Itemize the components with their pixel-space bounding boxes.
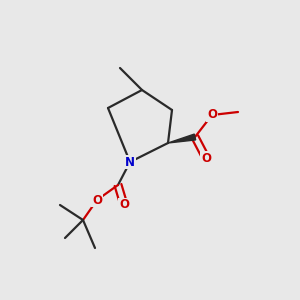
Text: N: N [125, 155, 135, 169]
Text: O: O [119, 199, 129, 212]
Text: O: O [201, 152, 211, 164]
Polygon shape [168, 134, 196, 143]
Text: O: O [207, 109, 217, 122]
Text: O: O [92, 194, 102, 206]
